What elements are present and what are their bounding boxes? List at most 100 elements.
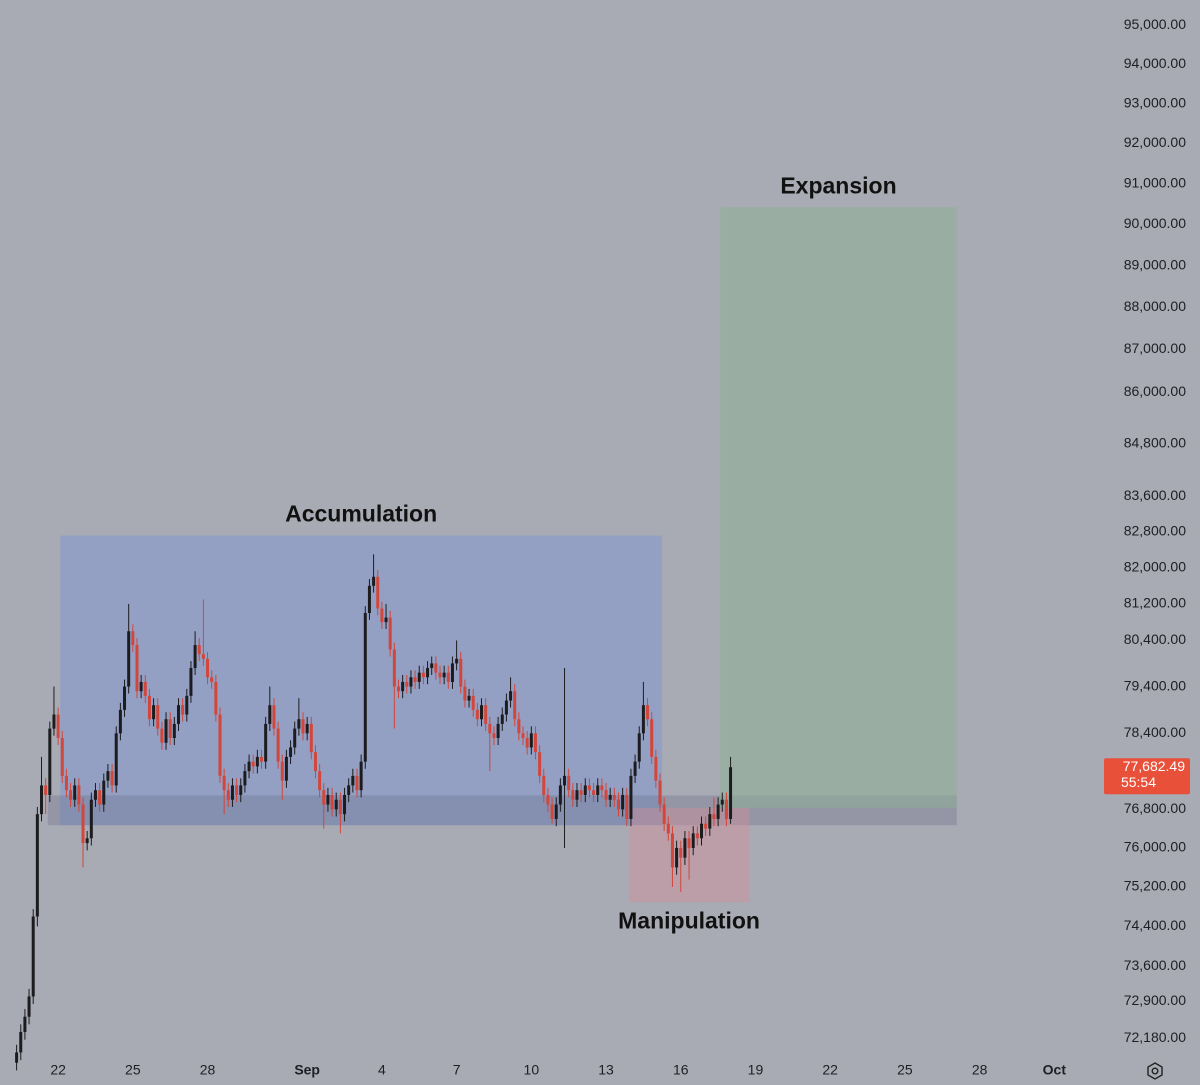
settings-dot[interactable] [1151, 1067, 1159, 1075]
x-tick-label: 19 [748, 1062, 764, 1078]
candle-body [293, 728, 297, 748]
y-tick-label: 78,400.00 [1124, 724, 1186, 740]
candle-body [309, 723, 313, 753]
candle-body [492, 733, 496, 739]
price-axis: 95,000.00 94,000.00 93,000.00 92,000.00 91,0… [1124, 16, 1186, 1045]
candle-body [64, 775, 68, 791]
x-tick-label: 28 [200, 1062, 216, 1078]
candle-body [592, 790, 596, 795]
time-axis: 22 25 28 Sep 4 7 10 13 16 19 22 25 28 Oct [50, 1062, 1067, 1078]
x-tick-label: 28 [972, 1062, 988, 1078]
y-tick-label: 86,000.00 [1124, 383, 1186, 399]
candle-body [401, 681, 405, 692]
candle-body [646, 705, 650, 720]
x-tick-label: 22 [50, 1062, 66, 1078]
candle-body [127, 631, 131, 687]
candle-body [40, 785, 44, 815]
candle-body [214, 681, 218, 715]
candle-body [724, 799, 728, 819]
candle-body [413, 677, 417, 682]
candle-body [471, 695, 475, 710]
x-tick-label: 7 [453, 1062, 461, 1078]
candle-body [396, 686, 400, 692]
candle-body [621, 794, 625, 810]
candle-body [230, 785, 234, 800]
candle-body [135, 645, 139, 692]
candle-body [264, 723, 268, 762]
candle-body [683, 838, 687, 858]
candle-body [93, 790, 97, 800]
candle-body [297, 719, 301, 729]
candle-body [716, 804, 720, 819]
settings-icon[interactable] [1147, 1062, 1163, 1080]
x-tick-label: 25 [897, 1062, 913, 1078]
y-tick-label: 90,000.00 [1124, 215, 1186, 231]
candle-body [338, 799, 342, 815]
settings-hex[interactable] [1147, 1062, 1163, 1080]
candle-body [143, 681, 147, 696]
candle-body [305, 723, 309, 734]
candle-body [156, 705, 160, 729]
candle-body [513, 691, 517, 720]
candle-body [596, 785, 600, 795]
candle-body [633, 761, 637, 776]
candle-body [426, 668, 430, 678]
candle-body [712, 814, 716, 819]
countdown: 55:54 [1121, 774, 1156, 790]
zone-label: Manipulation [618, 907, 760, 933]
candle-body [85, 838, 89, 844]
candle-body [313, 752, 317, 772]
x-tick-label: 16 [673, 1062, 689, 1078]
candle-body [575, 790, 579, 800]
candle-body [708, 814, 712, 829]
candle-body [334, 799, 338, 810]
last-price-box [1104, 758, 1190, 795]
y-tick-label: 84,800.00 [1124, 435, 1186, 451]
candle-body [650, 719, 654, 757]
candle-body [455, 658, 459, 664]
candle-body [467, 695, 471, 701]
candle-body [247, 761, 251, 772]
y-tick-label: 94,000.00 [1124, 55, 1186, 71]
candle-body [19, 1031, 23, 1053]
x-tick-label: 22 [822, 1062, 838, 1078]
candle-body [343, 794, 347, 815]
candle-body [500, 714, 504, 724]
candle-body [654, 756, 658, 781]
candle-body [679, 847, 683, 858]
candle-body [139, 681, 143, 692]
candle-body [629, 775, 633, 819]
candle-body [463, 686, 467, 701]
y-tick-label: 76,800.00 [1124, 800, 1186, 816]
candle-body [496, 723, 500, 739]
candle-body [52, 714, 56, 729]
candle-body [176, 705, 180, 724]
candle-body [355, 775, 359, 791]
candle-body [98, 790, 102, 805]
candle-body [206, 658, 210, 678]
candle-body [77, 785, 81, 805]
candle-body [637, 733, 641, 762]
candle-body [475, 709, 479, 720]
candle-body [504, 700, 508, 715]
y-tick-label: 93,000.00 [1124, 94, 1186, 110]
candle-body [700, 823, 704, 839]
candle-body [210, 677, 214, 682]
candle-body [185, 695, 189, 715]
candle-body [550, 804, 554, 819]
candle-body [704, 823, 708, 829]
candle-body [110, 771, 114, 786]
zones: Accumulation Manipulation Expansion [47, 172, 957, 933]
candle-body [405, 681, 409, 687]
candle-body [459, 658, 463, 687]
candle-body [521, 733, 525, 739]
x-tick-label: Oct [1043, 1062, 1067, 1078]
y-tick-label: 72,180.00 [1124, 1029, 1186, 1045]
y-tick-label: 82,800.00 [1124, 523, 1186, 539]
candle-body [359, 761, 363, 791]
candle-body [31, 916, 35, 997]
candle-body [81, 804, 85, 844]
candle-body [243, 771, 247, 786]
candle-body [438, 672, 442, 678]
